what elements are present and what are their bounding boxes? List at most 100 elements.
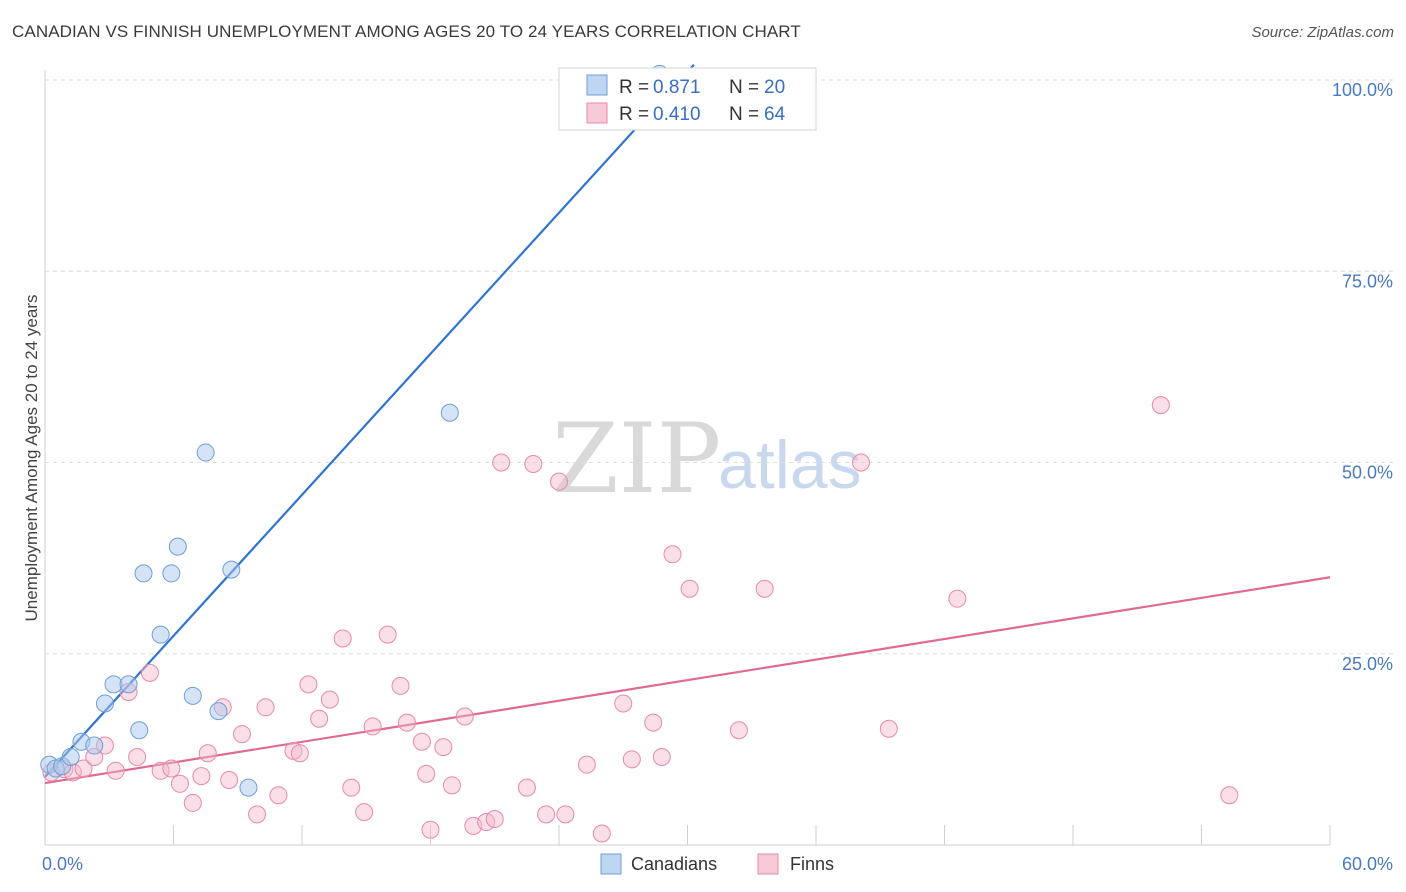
y-tick-label: 75.0%: [1342, 271, 1393, 291]
bottom-legend-swatch-canadians: [600, 853, 622, 875]
finns-point: [342, 778, 361, 797]
legend-n-label-canadians: N =: [729, 77, 759, 98]
axes: [44, 70, 1331, 846]
watermark-zip: ZIP: [552, 403, 721, 515]
finns-point: [233, 725, 252, 744]
finns-point: [492, 453, 511, 472]
x-tick-labels: 0.0% 60.0%: [42, 854, 1393, 874]
finns-point: [644, 713, 663, 732]
canadians-point: [168, 537, 187, 556]
finns-point: [680, 579, 699, 598]
finns-point: [320, 690, 339, 709]
legend: R = 0.871 N = 20 R = 0.410 N = 64: [558, 67, 817, 131]
finns-point: [256, 698, 275, 717]
finns-point: [1220, 786, 1239, 805]
chart-source: Source: ZipAtlas.com: [1251, 24, 1394, 41]
finns-point: [192, 767, 211, 786]
legend-n-value-canadians: 20: [764, 77, 785, 98]
canadians-point: [440, 403, 459, 422]
watermark-atlas: atlas: [718, 427, 862, 503]
finns-point: [879, 719, 898, 738]
finns-point: [434, 738, 453, 757]
canadians-point: [61, 748, 80, 767]
legend-r-label-canadians: R =: [619, 77, 649, 98]
finns-point: [391, 676, 410, 695]
canadians-point: [95, 694, 114, 713]
finns-point: [269, 786, 288, 805]
legend-swatch-canadians: [586, 74, 608, 96]
canadians-points: [40, 64, 669, 797]
canadians-point: [151, 625, 170, 644]
finns-point: [151, 761, 170, 780]
legend-r-value-canadians: 0.871: [653, 77, 701, 98]
finns-point: [74, 759, 93, 778]
bottom-legend-finns: Finns: [790, 854, 834, 874]
finns-point: [198, 744, 217, 763]
canadians-point: [104, 675, 123, 694]
finns-point: [577, 755, 596, 774]
finns-point: [183, 793, 202, 812]
finns-point: [421, 820, 440, 839]
canadians-point: [119, 675, 138, 694]
canadians-point: [183, 686, 202, 705]
x-tick-label: 60.0%: [1342, 854, 1393, 874]
finns-point: [652, 748, 671, 767]
y-tick-label: 50.0%: [1342, 463, 1393, 483]
finns-point: [455, 707, 474, 726]
finns-point: [106, 761, 125, 780]
finns-point: [524, 455, 543, 474]
finns-point: [592, 824, 611, 843]
finns-point: [556, 805, 575, 824]
finns-point: [290, 744, 309, 763]
finns-point: [162, 759, 181, 778]
finns-point: [299, 675, 318, 694]
y-tick-label: 100.0%: [1332, 80, 1393, 100]
finns-point: [248, 805, 267, 824]
canadians-point: [222, 560, 241, 579]
legend-r-value-finns: 0.410: [653, 104, 701, 125]
bottom-legend-swatch-finns: [757, 853, 779, 875]
canadians-point: [196, 443, 215, 462]
canadians-point: [85, 736, 104, 755]
legend-r-label-finns: R =: [619, 104, 649, 125]
legend-swatch-finns: [586, 102, 608, 124]
bottom-legend: Canadians Finns: [600, 853, 834, 875]
finns-point: [517, 778, 536, 797]
finns-point: [663, 545, 682, 564]
finns-point: [363, 717, 382, 736]
watermark: ZIP atlas: [552, 403, 862, 515]
legend-n-value-finns: 64: [764, 104, 786, 125]
legend-n-label-finns: N =: [729, 104, 759, 125]
finns-point: [220, 770, 239, 789]
finns-point: [442, 776, 461, 795]
trendline-finns: [44, 576, 1331, 785]
finns-point: [614, 694, 633, 713]
trendlines: [44, 63, 1331, 785]
finns-point: [417, 764, 436, 783]
finns-point: [1151, 396, 1170, 415]
finns-point: [128, 748, 147, 767]
bottom-legend-canadians: Canadians: [631, 854, 717, 874]
canadians-point: [239, 778, 258, 797]
finns-point: [170, 774, 189, 793]
finns-point: [485, 809, 504, 828]
finns-point: [622, 750, 641, 769]
finns-point: [755, 579, 774, 598]
finns-point: [140, 663, 159, 682]
finns-point: [851, 453, 870, 472]
finns-point: [310, 709, 329, 728]
grid: [45, 79, 1393, 655]
canadians-point: [134, 564, 153, 583]
finns-point: [355, 803, 374, 822]
finns-point: [537, 805, 556, 824]
finns-point: [397, 713, 416, 732]
finns-point: [729, 721, 748, 740]
y-tick-label: 25.0%: [1342, 654, 1393, 674]
y-tick-labels: 25.0% 50.0% 75.0% 100.0%: [1332, 80, 1393, 674]
y-axis-label: Unemployment Among Ages 20 to 24 years: [22, 295, 41, 622]
finns-point: [333, 629, 352, 648]
finns-point: [948, 589, 967, 608]
finns-point: [378, 625, 397, 644]
canadians-point: [130, 721, 149, 740]
